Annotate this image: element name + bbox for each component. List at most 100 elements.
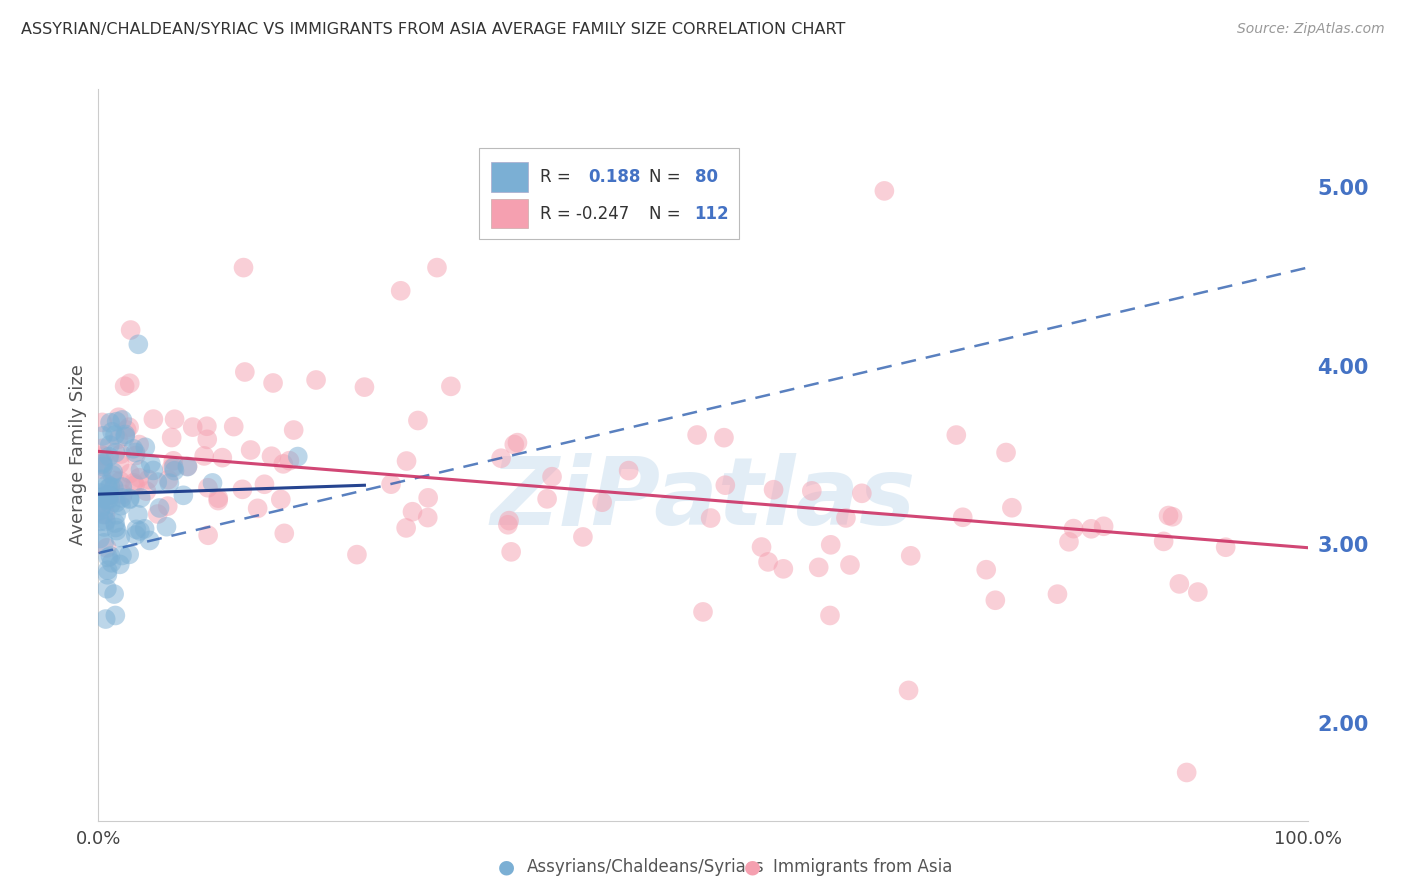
Point	[91, 472, 114, 486]
Point	[93, 449, 115, 463]
Point	[101, 468, 124, 483]
Point	[772, 562, 794, 576]
Point	[100, 549, 122, 563]
Point	[90, 491, 112, 505]
Point	[96, 541, 118, 555]
Point	[98, 438, 121, 452]
Point	[93, 520, 115, 534]
Point	[195, 433, 218, 447]
Point	[118, 420, 141, 434]
Point	[134, 440, 156, 454]
Point	[120, 323, 142, 337]
Point	[176, 459, 198, 474]
Point	[91, 457, 114, 471]
Point	[156, 499, 179, 513]
Point	[498, 514, 520, 528]
Point	[98, 416, 121, 430]
Text: 112: 112	[695, 204, 730, 222]
Point	[91, 416, 114, 430]
Point	[945, 428, 967, 442]
Point	[686, 428, 709, 442]
Point	[851, 486, 873, 500]
Point	[105, 508, 128, 522]
Point	[222, 419, 245, 434]
Text: Source: ZipAtlas.com: Source: ZipAtlas.com	[1237, 22, 1385, 37]
Point	[207, 491, 229, 505]
Point	[818, 608, 841, 623]
Point	[110, 474, 132, 488]
Point	[1080, 522, 1102, 536]
Point	[195, 419, 218, 434]
Point	[163, 464, 186, 478]
FancyBboxPatch shape	[492, 162, 527, 192]
Point	[1057, 534, 1080, 549]
Text: N =: N =	[648, 204, 681, 222]
Point	[172, 488, 194, 502]
Point	[283, 423, 305, 437]
Point	[984, 593, 1007, 607]
Point	[426, 260, 449, 275]
Point	[91, 448, 114, 462]
Point	[176, 459, 198, 474]
Point	[100, 556, 122, 570]
Point	[104, 474, 127, 488]
Point	[104, 608, 127, 623]
Point	[108, 558, 131, 572]
Point	[122, 442, 145, 456]
Point	[128, 437, 150, 451]
Point	[1157, 508, 1180, 523]
Point	[97, 550, 120, 565]
Text: R = -0.247: R = -0.247	[540, 204, 628, 222]
Point	[873, 184, 896, 198]
Point	[193, 449, 215, 463]
Point	[395, 454, 418, 468]
Point	[96, 567, 118, 582]
Point	[135, 484, 157, 499]
Point	[155, 519, 177, 533]
Point	[104, 516, 127, 530]
Point	[118, 547, 141, 561]
Point	[110, 447, 132, 461]
Point	[501, 545, 523, 559]
Point	[98, 450, 121, 464]
Point	[124, 445, 146, 459]
Text: N =: N =	[648, 168, 681, 186]
Point	[157, 473, 180, 487]
Point	[125, 522, 148, 536]
Point	[800, 483, 823, 498]
Point	[995, 445, 1018, 459]
Point	[89, 491, 111, 505]
Point	[115, 423, 138, 437]
Point	[93, 536, 115, 550]
Point	[125, 449, 148, 463]
Point	[122, 475, 145, 490]
Point	[418, 491, 440, 505]
Point	[1063, 522, 1085, 536]
Point	[839, 558, 862, 572]
Point	[89, 532, 111, 546]
Point	[101, 465, 124, 479]
Point	[820, 538, 842, 552]
Point	[353, 380, 375, 394]
Point	[406, 413, 429, 427]
Point	[134, 522, 156, 536]
Point	[401, 505, 423, 519]
Point	[118, 376, 141, 391]
Point	[128, 471, 150, 485]
Text: 80: 80	[695, 168, 717, 186]
Text: ASSYRIAN/CHALDEAN/SYRIAC VS IMMIGRANTS FROM ASIA AVERAGE FAMILY SIZE CORRELATION: ASSYRIAN/CHALDEAN/SYRIAC VS IMMIGRANTS F…	[21, 22, 845, 37]
Point	[395, 521, 418, 535]
Point	[89, 495, 111, 509]
Point	[273, 526, 295, 541]
Point	[125, 528, 148, 542]
Point	[1001, 500, 1024, 515]
Point	[207, 493, 229, 508]
Point	[1175, 765, 1198, 780]
Point	[617, 464, 640, 478]
Point	[94, 514, 117, 528]
Point	[1153, 534, 1175, 549]
Point	[162, 454, 184, 468]
Point	[1161, 509, 1184, 524]
Point	[197, 528, 219, 542]
Point	[104, 446, 127, 460]
